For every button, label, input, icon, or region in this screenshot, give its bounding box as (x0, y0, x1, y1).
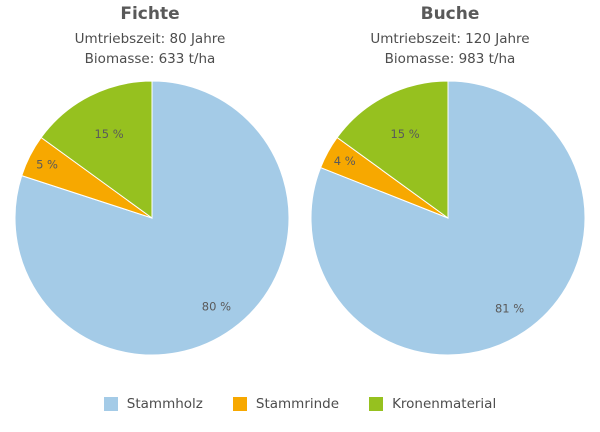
pie-charts: 80 % 5 % 15 % 81 % 4 % 15 % (14, 80, 586, 356)
chart-subtitle-buche-rotation: Umtriebszeit: 120 Jahre (370, 31, 530, 47)
legend-swatch-stammrinde (232, 397, 247, 411)
legend-label-stammrinde: Stammrinde (255, 396, 340, 412)
pie-slice-fichte-kronenmaterial (40, 80, 153, 219)
chart-title-buche: Buche (420, 4, 480, 24)
pie-label-buche-kronenmaterial: 15 % (390, 127, 419, 141)
pie-label-fichte-stammholz: 80 % (202, 300, 231, 314)
legend-label-kronenmaterial: Kronenmaterial (392, 396, 497, 412)
chart-subtitle-fichte-rotation: Umtriebszeit: 80 Jahre (74, 31, 226, 47)
chart-title-fichte: Fichte (120, 4, 180, 24)
pie-label-fichte-stammrinde: 5 % (36, 158, 58, 172)
legend-label-stammholz: Stammholz (126, 396, 203, 412)
pie-label-fichte-kronenmaterial: 15 % (94, 127, 123, 141)
chart-subtitle-buche-biomass: Biomasse: 983 t/ha (384, 51, 516, 67)
chart-subtitle-fichte-biomass: Biomasse: 633 t/ha (84, 51, 216, 67)
pie-label-buche-stammrinde: 4 % (334, 154, 356, 168)
legend-item-stammholz: Stammholz (103, 396, 203, 412)
legend-swatch-stammholz (103, 397, 118, 411)
legend-item-kronenmaterial: Kronenmaterial (369, 396, 496, 412)
legend-swatch-kronenmaterial (369, 397, 384, 411)
pie-label-buche-stammholz: 81 % (495, 302, 524, 316)
legend-item-stammrinde: Stammrinde (232, 396, 340, 412)
legend: Stammholz Stammrinde Kronenmaterial (0, 396, 600, 412)
pie-slice-buche-kronenmaterial (336, 80, 449, 219)
